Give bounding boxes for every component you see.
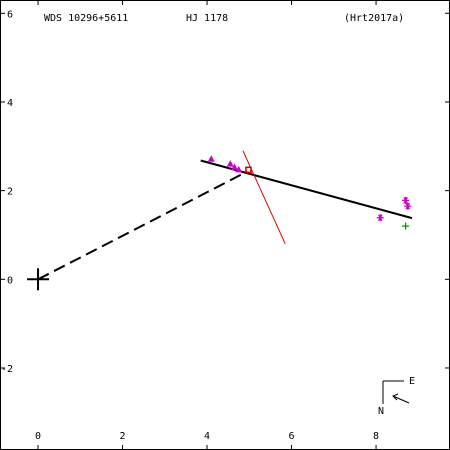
- orbit-reference: (Hrt2017a): [344, 13, 404, 24]
- motion-arrow-shaft: [392, 395, 410, 404]
- observation-square: [245, 166, 252, 174]
- x-tick-label: 4: [204, 431, 210, 442]
- y-tick-label: 0: [7, 275, 13, 286]
- y-tick-label: 6: [7, 9, 13, 20]
- observation-asterisk: [404, 202, 412, 210]
- compass-rose: E N: [378, 376, 415, 417]
- observation-markers: [207, 155, 412, 230]
- observation-asterisk: [402, 196, 410, 204]
- x-tick-label: 6: [289, 431, 295, 442]
- observation-plus: [402, 222, 410, 230]
- compass-east-label: E: [409, 376, 415, 387]
- axis-tick-labels: 0 2 4 6 8 -2 0 2 4 6: [1, 9, 379, 442]
- x-tick-label: 0: [35, 431, 41, 442]
- y-tick-label: 4: [7, 98, 13, 109]
- y-tick-label: -2: [1, 364, 13, 375]
- discoverer-designation: HJ 1178: [186, 13, 228, 24]
- red-residual-line: [242, 150, 286, 245]
- observation-triangle: [235, 165, 243, 173]
- observation-triangle: [231, 163, 239, 171]
- wds-identifier: WDS 10296+5611: [44, 13, 128, 24]
- observation-asterisk: [376, 214, 384, 222]
- compass-north-label: N: [378, 406, 384, 417]
- dashed-separation-line: [37, 170, 248, 281]
- x-tick-label: 8: [373, 431, 379, 442]
- motion-arrow-head: [392, 393, 399, 401]
- primary-star-marker: [27, 268, 50, 291]
- y-tick-label: 2: [7, 187, 13, 198]
- observation-triangle: [226, 160, 234, 167]
- x-tick-label: 2: [120, 431, 126, 442]
- observation-triangle: [207, 155, 215, 162]
